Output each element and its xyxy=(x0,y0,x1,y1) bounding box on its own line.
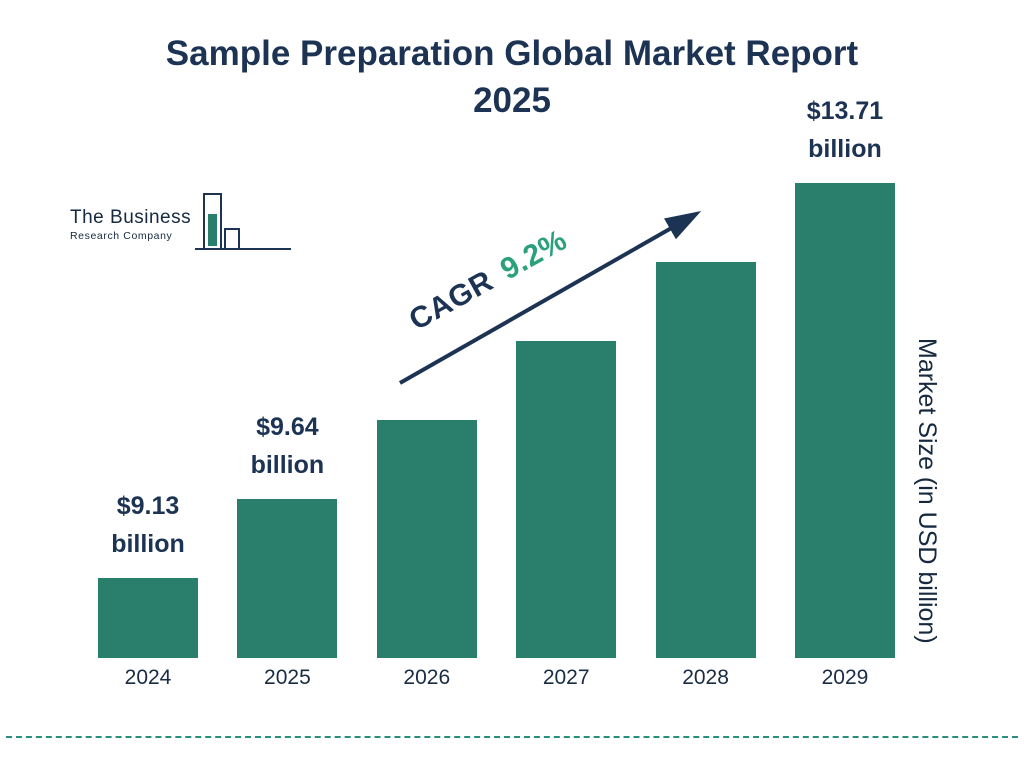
logo-text-secondary: Research Company xyxy=(70,230,173,242)
bar-group-2029: $13.71 billion xyxy=(794,97,895,658)
y-axis-title: Market Size (in USD billion) xyxy=(913,338,941,644)
bar-group-2027 xyxy=(516,183,617,658)
value-label-2029: $13.71 billion xyxy=(806,96,884,164)
title-line1: Sample Preparation Global Market Report xyxy=(165,34,859,73)
bar-2029 xyxy=(794,183,895,658)
x-tick-2029: 2029 xyxy=(821,666,869,689)
bar-group-2028 xyxy=(655,183,756,658)
logo-text: The Business Research Company xyxy=(70,207,191,256)
bar-group-2025: $9.64 billion xyxy=(237,183,338,658)
page-title: Sample Preparation Global Market Report 2… xyxy=(0,30,1024,125)
bar-2026 xyxy=(376,420,477,658)
bar-chart: $9.13 billion $9.64 billion $13.71 billion xyxy=(98,97,895,658)
bar-group-2026 xyxy=(376,183,477,658)
logo-text-primary: The Business xyxy=(70,207,192,228)
x-tick-2024: 2024 xyxy=(124,666,172,689)
bar-2024 xyxy=(98,578,198,658)
company-logo: The Business Research Company xyxy=(70,192,295,256)
bar-2027 xyxy=(516,341,617,658)
x-tick-2025: 2025 xyxy=(264,666,311,689)
title-line2: 2025 xyxy=(473,81,551,121)
bottom-dashed-divider xyxy=(6,736,1018,738)
bar-2028 xyxy=(655,262,756,658)
x-tick-2026: 2026 xyxy=(403,666,451,689)
logo-bars-icon xyxy=(195,193,292,250)
x-tick-2028: 2028 xyxy=(682,666,729,689)
value-label-2025: $9.64 billion xyxy=(250,412,325,480)
x-tick-2027: 2027 xyxy=(542,666,590,689)
bar-2025 xyxy=(237,499,338,658)
value-label-2024: $9.13 billion xyxy=(111,491,185,559)
x-axis-ticks: 2024 2025 2026 2027 2028 2029 xyxy=(98,666,895,690)
bar-group-2024: $9.13 billion xyxy=(98,183,198,658)
